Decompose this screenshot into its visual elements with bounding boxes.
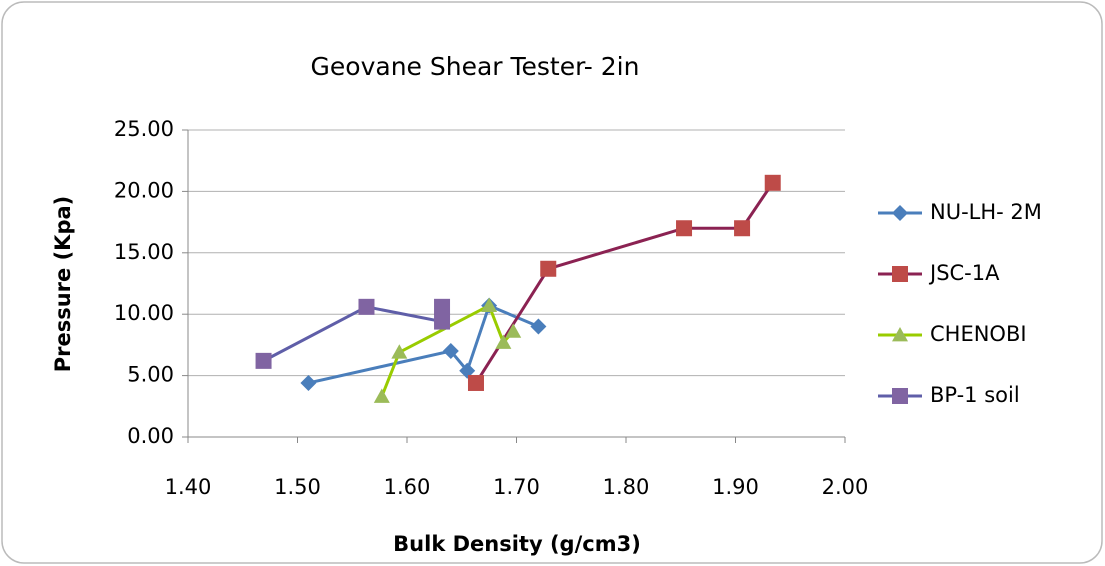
y-tick-label: 25.00 [114,117,174,141]
legend-label: JSC-1A [928,261,1000,285]
legend-marker [892,388,908,404]
data-point [530,318,547,335]
y-tick-label: 5.00 [127,363,174,387]
data-point [734,220,751,237]
data-point [676,220,693,237]
x-tick-label: 1.60 [384,475,431,499]
x-tick-label: 1.40 [165,475,212,499]
y-axis-label: Pressure (Kpa) [51,196,75,373]
x-tick-label: 1.50 [274,475,321,499]
y-tick-label: 15.00 [114,240,174,264]
data-point [373,388,390,403]
legend-label: CHENOBI [930,322,1027,346]
x-tick-label: 1.80 [603,475,650,499]
data-point [391,344,408,359]
data-point [434,298,451,315]
legend-marker [892,205,908,221]
chart-title: Geovane Shear Tester- 2in [311,52,640,81]
data-point [459,362,476,379]
y-tick-label: 0.00 [127,424,174,448]
legend-label: BP-1 soil [930,383,1020,407]
legend-marker [892,266,908,282]
data-point [505,323,522,338]
data-point [434,313,451,330]
x-tick-label: 2.00 [822,475,869,499]
data-point [300,374,317,391]
y-tick-label: 20.00 [114,178,174,202]
data-point [442,343,459,360]
x-tick-label: 1.70 [493,475,540,499]
y-tick-label: 10.00 [114,301,174,325]
legend-marker [892,327,908,342]
legend-label: NU-LH- 2M [930,200,1042,224]
data-point [481,297,498,313]
data-point [764,174,781,191]
x-axis-label: Bulk Density (g/cm3) [393,532,641,556]
data-point [495,334,512,349]
data-point [255,352,272,369]
data-point [467,374,484,391]
data-point [358,298,375,315]
x-tick-label: 1.90 [712,475,759,499]
data-point [540,260,557,277]
